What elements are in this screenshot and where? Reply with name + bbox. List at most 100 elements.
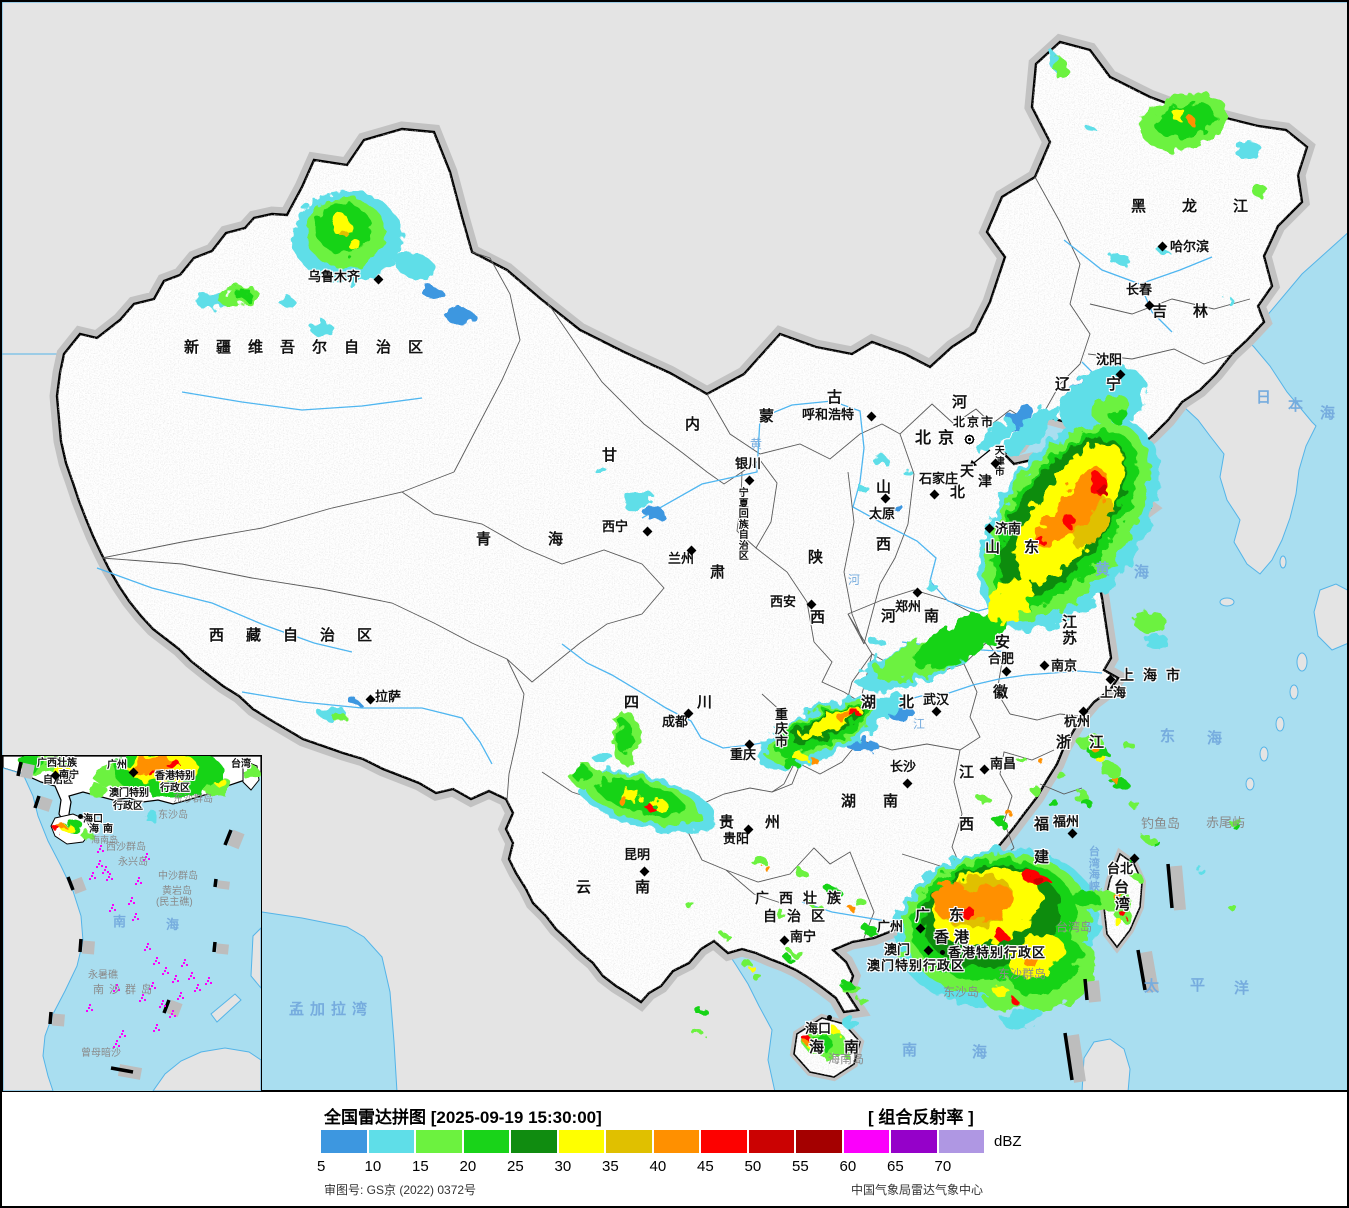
inset-label: 海口 [83,814,103,825]
inset-palawan [210,993,242,1023]
reef-marker [109,873,111,875]
reef-marker [153,963,155,965]
radar-echo [1098,757,1108,765]
reef-marker [179,995,181,997]
tick-label: 45 [697,1158,714,1175]
tick-label: 30 [554,1158,572,1175]
reef-marker [109,910,111,912]
inset-label: 自治区 [43,775,73,786]
colorbar-segment [891,1130,937,1153]
reef-marker [135,883,137,885]
colorbar-segment [938,1130,984,1153]
map-label: 上海 [1100,685,1127,700]
map-label: 福 [1034,816,1050,833]
map-label: 台北 [1107,861,1134,876]
radar-echo [241,765,259,779]
map-label: 重庆市 [774,707,788,750]
nine-dash-shadow [37,796,53,812]
reef-marker [174,1015,176,1017]
nine-dash-segment [1166,863,1174,909]
radar-echo [1091,746,1099,752]
map-label: 海 [972,1044,988,1061]
map-label: 湖南 [841,793,926,810]
map-label: 昆明 [624,847,651,862]
reef-marker [130,900,132,902]
map-label: 东沙群岛 [998,967,1047,981]
radar-echo [843,1019,859,1029]
reef-marker [144,949,146,951]
radar-echo [653,801,669,811]
reef-marker [118,1045,120,1047]
reef-marker [89,878,91,880]
radar-echo [234,288,252,300]
map-label: 贵阳 [723,831,750,846]
radar-echo [647,806,655,812]
inset-label: 行政区 [113,801,143,812]
map-label: 河 [848,573,861,587]
map-label: 呼和浩特 [802,407,855,422]
nine-dash-line [1063,863,1186,1083]
map-label: 湖北 [861,694,938,711]
radar-echo [1002,1005,1042,1029]
radar-echo [1120,909,1126,917]
map-label: 四川 [624,694,771,711]
map-label: 西 [959,816,975,833]
reef-marker [148,858,150,860]
reef-marker [154,987,156,989]
reef-marker [111,907,113,909]
reef-marker [116,1040,118,1042]
radar-echo [1145,634,1169,650]
radar-echo [868,637,884,645]
map-label: 海南岛 [828,1052,865,1066]
radar-echo [1117,894,1125,904]
radar-echo [1110,408,1128,424]
tick-label: 35 [602,1158,619,1175]
reef-marker [99,848,101,850]
map-label: 建 [1034,849,1050,866]
map-label: 澳门特别行政区 [867,958,966,973]
reef-marker [113,1046,115,1048]
reef-marker [86,1010,88,1012]
radar-echo [1152,840,1160,846]
reef-marker [113,990,115,992]
radar-echo [1000,405,1060,457]
reef-marker [146,853,148,855]
radar-echo [1250,183,1266,195]
map-label: 东沙岛 [943,985,980,999]
reef-marker [146,946,148,948]
map-label: 天 [960,463,974,479]
reef-marker [190,975,192,977]
reef-marker [197,984,199,986]
radar-echo [828,1026,838,1034]
reef-marker [205,983,207,985]
reef-marker [152,982,154,984]
reef-marker [155,1027,157,1029]
reef-marker [144,999,146,1001]
reef-marker [104,869,106,871]
radar-echo [1155,101,1215,139]
reef-marker [137,918,139,920]
map-label: 重庆 [730,747,757,762]
radar-echo [1018,758,1028,764]
map-label: 杭州 [1064,714,1091,729]
radar-echo [1088,127,1096,133]
inset-label: 永暑礁 [88,970,118,981]
capital-marker [963,433,976,446]
jeju-island [1219,597,1235,607]
inset-label: 广州 [107,760,127,771]
reef-marker [128,903,130,905]
radar-echo [959,907,975,919]
inset-label: 东沙群岛 [173,794,213,805]
reef-marker [108,876,110,878]
map-label: 西 [810,609,826,626]
map-label: 自治区 [763,908,835,924]
map-label: 福州 [1053,814,1080,829]
map-label: 海 [1207,730,1223,747]
map-label: 哈尔滨 [1170,239,1210,254]
product-label: [ 组合反射率 ] [868,1108,974,1127]
map-label: 海口 [805,1021,832,1036]
map-label: 南昌 [990,756,1017,771]
nine-dash-segment [78,938,83,953]
tick-label: 15 [412,1158,429,1175]
reef-marker [210,982,212,984]
